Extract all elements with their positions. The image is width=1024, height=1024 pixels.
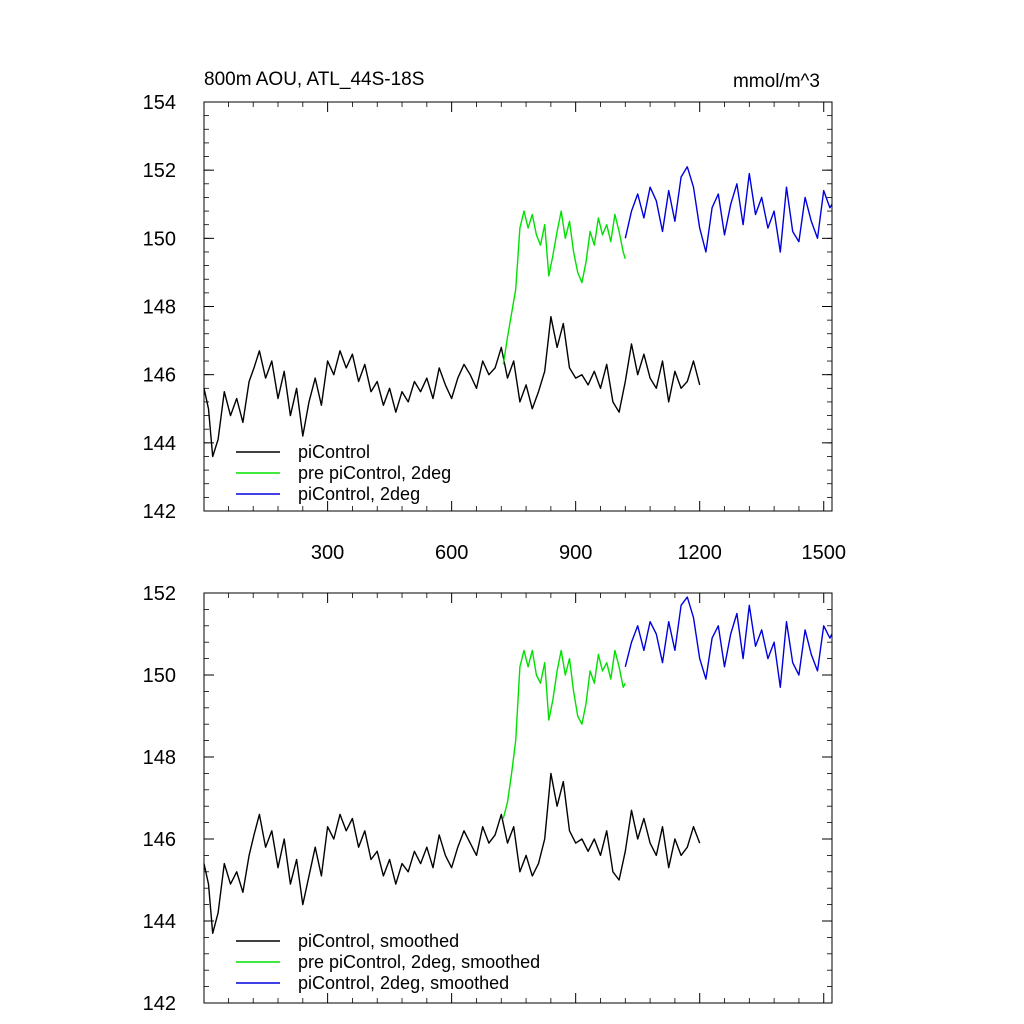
top-y-tick-label: 142 xyxy=(143,501,176,523)
top-x-tick-label: 300 xyxy=(311,542,344,564)
top-panel-title: 800m AOU, ATL_44S-18S xyxy=(204,69,424,90)
top-y-tick-label: 152 xyxy=(143,160,176,182)
top-panel-axes: 142 144 146 148 150 152 154 300 600 900 1200 1500 xyxy=(143,92,846,564)
bottom-panel-axes: 142 144 146 148 150 152 xyxy=(143,583,833,1015)
bottom-legend-label-0: piControl, smoothed xyxy=(298,931,459,951)
bottom-y-tick-label: 148 xyxy=(143,747,176,769)
top-panel-units: mmol/m^3 xyxy=(733,71,820,92)
top-x-tick-label: 1200 xyxy=(677,542,722,564)
top-legend-label-1: pre piControl, 2deg xyxy=(298,463,451,483)
top-x-tick-label: 600 xyxy=(435,542,468,564)
bottom-y-tick-label: 144 xyxy=(143,911,176,933)
bottom-y-tick-label: 142 xyxy=(143,993,176,1015)
bottom-panel: 142 144 146 148 150 152 piControl, smoothedpr… xyxy=(143,583,833,1015)
bottom-legend-label-1: pre piControl, 2deg, smoothed xyxy=(298,952,540,972)
bottom-panel-lines xyxy=(203,596,833,934)
top-y-tick-label: 150 xyxy=(143,228,176,250)
bottom-y-tick-label: 146 xyxy=(143,829,176,851)
bottom-y-tick-label: 150 xyxy=(143,665,176,687)
bottom-plot-frame xyxy=(203,592,833,1004)
top-x-tick-label: 900 xyxy=(559,542,592,564)
top-legend-label-2: piControl, 2deg xyxy=(298,484,420,504)
top-legend-label-0: piControl xyxy=(298,442,370,462)
bottom-legend-label-2: piControl, 2deg, smoothed xyxy=(298,973,509,993)
top-panel-lines xyxy=(203,166,833,458)
top-x-tick-label: 1500 xyxy=(801,542,846,564)
top-panel: 800m AOU, ATL_44S-18S mmol/m^3 142 144 146… xyxy=(143,69,846,564)
top-y-tick-label: 148 xyxy=(143,297,176,319)
bottom-y-tick-label: 152 xyxy=(143,583,176,605)
top-series-line-2 xyxy=(624,166,833,253)
bottom-series-line-1 xyxy=(502,649,626,819)
bottom-series-line-0 xyxy=(203,772,701,934)
bottom-series-line-2 xyxy=(624,596,833,688)
top-y-tick-label: 144 xyxy=(143,433,176,455)
top-y-tick-label: 154 xyxy=(143,92,176,114)
top-series-line-0 xyxy=(203,316,701,458)
top-y-tick-label: 146 xyxy=(143,365,176,387)
top-series-line-1 xyxy=(502,210,626,365)
